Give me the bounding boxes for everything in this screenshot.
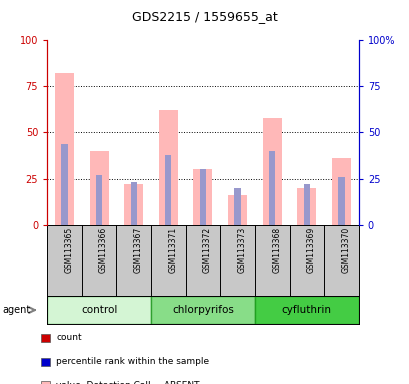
Text: GSM113369: GSM113369 — [306, 227, 315, 273]
Text: GSM113365: GSM113365 — [64, 227, 73, 273]
Bar — [130, 182, 137, 225]
Bar — [124, 184, 143, 225]
Text: GSM113371: GSM113371 — [168, 227, 177, 273]
Bar — [199, 169, 206, 225]
Bar — [303, 184, 309, 225]
Text: GDS2215 / 1559655_at: GDS2215 / 1559655_at — [132, 10, 277, 23]
Bar — [151, 296, 254, 324]
Bar — [234, 188, 240, 225]
Text: GSM113373: GSM113373 — [237, 227, 246, 273]
Text: cyfluthrin: cyfluthrin — [281, 305, 331, 315]
Bar — [227, 195, 247, 225]
Text: count: count — [56, 333, 82, 343]
Bar — [165, 155, 171, 225]
Bar — [254, 296, 358, 324]
Bar — [89, 151, 108, 225]
Text: GSM113366: GSM113366 — [99, 227, 108, 273]
Bar — [268, 151, 274, 225]
Bar — [47, 296, 151, 324]
Text: control: control — [81, 305, 117, 315]
Bar — [96, 175, 102, 225]
Text: GSM113367: GSM113367 — [133, 227, 142, 273]
Bar — [158, 110, 178, 225]
Text: GSM113372: GSM113372 — [202, 227, 211, 273]
Bar — [262, 118, 281, 225]
Text: agent: agent — [2, 305, 30, 315]
Text: GSM113370: GSM113370 — [341, 227, 350, 273]
Bar — [61, 144, 67, 225]
Bar — [193, 169, 212, 225]
Text: GSM113368: GSM113368 — [272, 227, 281, 273]
Bar — [55, 73, 74, 225]
Text: percentile rank within the sample: percentile rank within the sample — [56, 357, 209, 366]
Text: chlorpyrifos: chlorpyrifos — [172, 305, 233, 315]
Bar — [337, 177, 344, 225]
Bar — [331, 158, 350, 225]
Text: value, Detection Call = ABSENT: value, Detection Call = ABSENT — [56, 381, 199, 384]
Bar — [297, 188, 316, 225]
